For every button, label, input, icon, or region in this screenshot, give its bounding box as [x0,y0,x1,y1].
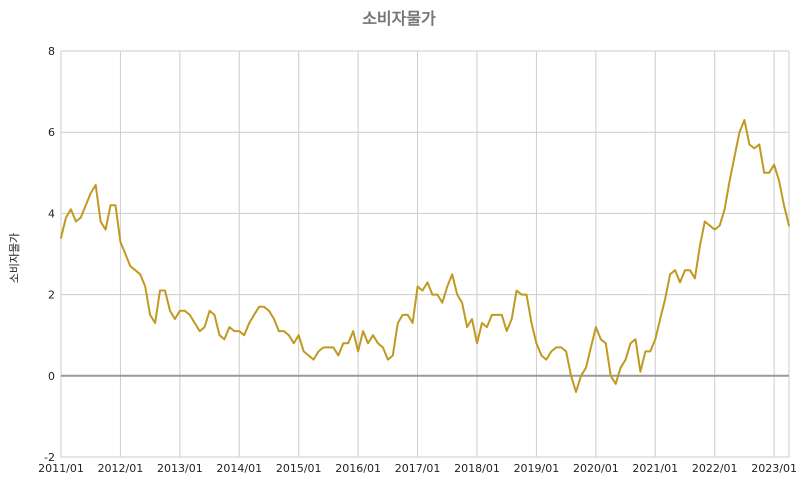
x-tick-label: 2023/01 [751,462,797,475]
y-tick-label: 4 [48,207,55,220]
x-tick-label: 2016/01 [335,462,381,475]
x-tick-label: 2019/01 [514,462,560,475]
x-tick-label: 2022/01 [692,462,738,475]
y-axis-label: 소비자물가 [8,233,21,284]
y-tick-label: 8 [48,45,55,58]
x-tick-labels: 2011/01 2012/01 2013/01 2014/01 2015/01 2016/… [38,462,797,475]
x-tick-label: 2013/01 [157,462,203,475]
x-tick-label: 2017/01 [395,462,441,475]
x-tick-label: 2012/01 [98,462,144,475]
gridlines [60,50,790,458]
y-tick-label: 2 [48,289,55,302]
x-tick-label: 2015/01 [276,462,322,475]
series-line [60,119,790,393]
y-tick-label: 0 [48,370,55,383]
y-tick-label: 6 [48,126,55,139]
y-tick-labels: -2 0 2 4 6 8 [44,45,55,464]
x-tick-label: 2014/01 [216,462,262,475]
y-tick-label: -2 [44,451,55,464]
x-tick-label: 2020/01 [573,462,619,475]
x-tick-label: 2021/01 [632,462,678,475]
x-tick-label: 2011/01 [38,462,84,475]
x-tick-label: 2018/01 [454,462,500,475]
series-group [60,119,790,393]
chart-title: 소비자물가 [362,9,436,28]
